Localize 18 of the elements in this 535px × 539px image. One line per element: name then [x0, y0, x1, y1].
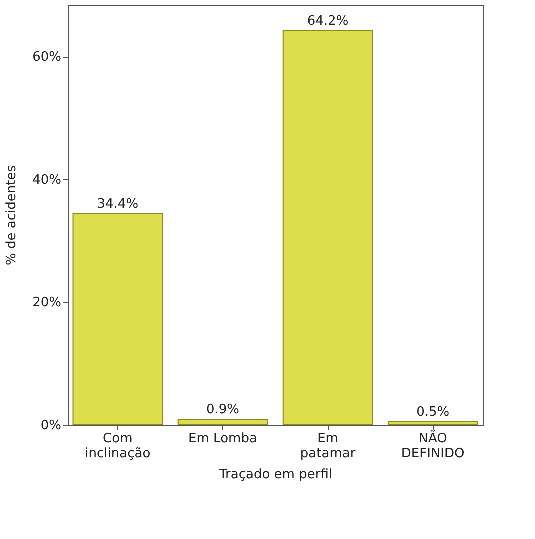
data-label: 34.4%: [97, 196, 139, 212]
x-tick-label: Com inclinação: [85, 432, 151, 462]
x-tick-label: NÃO DEFINIDO: [401, 430, 465, 462]
y-tick-label: 0%: [40, 418, 62, 434]
data-label: 64.2%: [307, 14, 349, 29]
x-axis-title: Traçado em perfil: [218, 468, 332, 482]
x-tick-label: Em patamar: [300, 432, 356, 462]
x-tick-label: Em Lomba: [188, 432, 258, 446]
y-tick-label: 40%: [32, 172, 62, 188]
data-label: 0.9%: [206, 402, 240, 418]
bar: [388, 421, 478, 426]
y-tick-label: 20%: [32, 296, 62, 311]
bar: [178, 418, 268, 426]
y-tick-label: 60%: [32, 50, 62, 66]
y-axis-title: % de acidentes: [4, 165, 20, 266]
bar: [72, 213, 164, 426]
bar: [282, 30, 374, 426]
data-label: 0.5%: [416, 404, 450, 420]
